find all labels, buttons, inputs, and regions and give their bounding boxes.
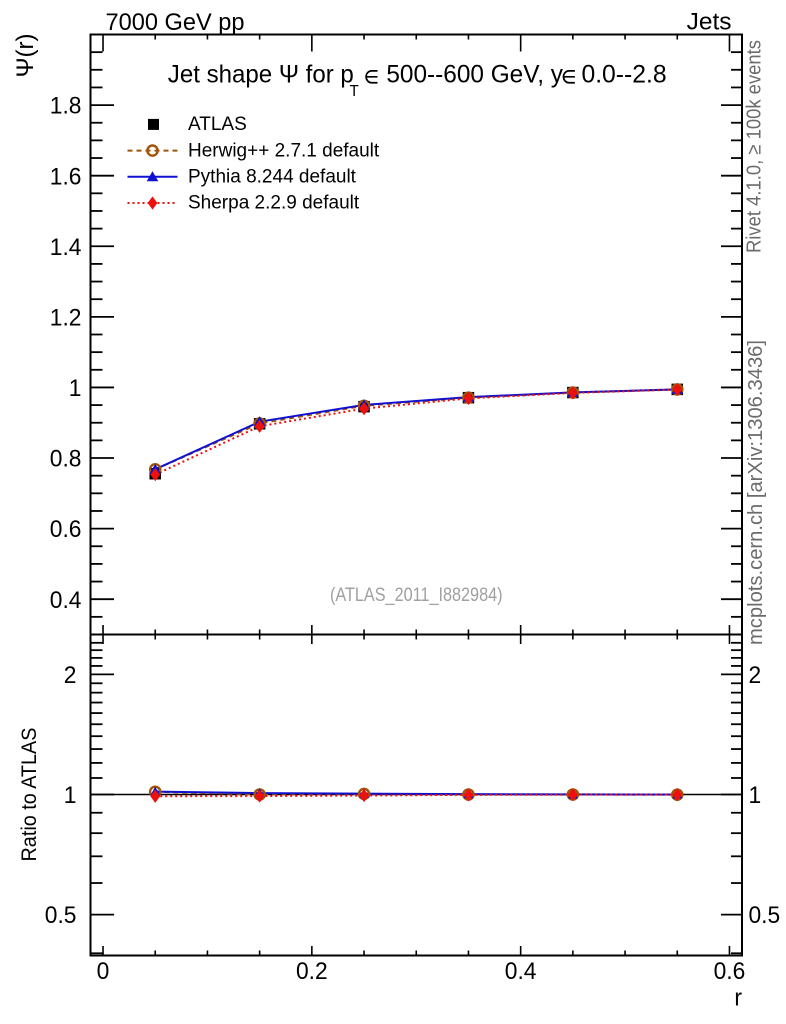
svg-text:Jets: Jets	[687, 9, 732, 36]
svg-text:Rivet 4.1.0, ≥ 100k events: Rivet 4.1.0, ≥ 100k events	[744, 40, 766, 253]
svg-text:0.8: 0.8	[50, 446, 82, 473]
svg-text:1.8: 1.8	[50, 93, 82, 120]
svg-text:1: 1	[64, 782, 77, 809]
svg-text:ATLAS: ATLAS	[188, 114, 247, 135]
svg-text:0.2: 0.2	[296, 958, 328, 985]
svg-text:2: 2	[749, 662, 762, 689]
svg-text:0.4: 0.4	[50, 587, 82, 614]
svg-text:1.4: 1.4	[50, 234, 82, 261]
svg-text:Jet shape Ψ for p: Jet shape Ψ for p	[168, 61, 354, 89]
svg-text:1.6: 1.6	[50, 163, 82, 190]
svg-text:0.4: 0.4	[505, 958, 537, 985]
svg-text:0.6: 0.6	[50, 516, 82, 543]
svg-text:r: r	[734, 985, 742, 1012]
svg-text:0.5: 0.5	[749, 902, 781, 929]
svg-text:500--600 GeV, y: 500--600 GeV, y	[386, 61, 563, 89]
svg-text:(ATLAS_2011_I882984): (ATLAS_2011_I882984)	[330, 585, 503, 606]
svg-text:1.2: 1.2	[50, 304, 82, 331]
svg-text:2: 2	[64, 662, 77, 689]
svg-text:0.0--2.8: 0.0--2.8	[581, 61, 666, 89]
svg-text:1: 1	[749, 782, 762, 809]
svg-text:1: 1	[69, 375, 82, 402]
svg-text:Sherpa 2.2.9 default: Sherpa 2.2.9 default	[188, 193, 360, 214]
svg-text:Pythia 8.244 default: Pythia 8.244 default	[188, 167, 357, 188]
svg-text:0.5: 0.5	[45, 902, 77, 929]
svg-text:0: 0	[97, 958, 110, 985]
svg-text:7000 GeV pp: 7000 GeV pp	[106, 9, 245, 36]
svg-text:mcplots.cern.ch [arXiv:1306.34: mcplots.cern.ch [arXiv:1306.3436]	[744, 340, 767, 645]
svg-text:Ψ(r): Ψ(r)	[12, 34, 39, 78]
svg-text:T: T	[349, 83, 359, 100]
svg-text:Ratio to ATLAS: Ratio to ATLAS	[18, 728, 41, 862]
svg-text:Herwig++ 2.7.1 default: Herwig++ 2.7.1 default	[188, 140, 380, 161]
svg-text:0.6: 0.6	[714, 958, 746, 985]
